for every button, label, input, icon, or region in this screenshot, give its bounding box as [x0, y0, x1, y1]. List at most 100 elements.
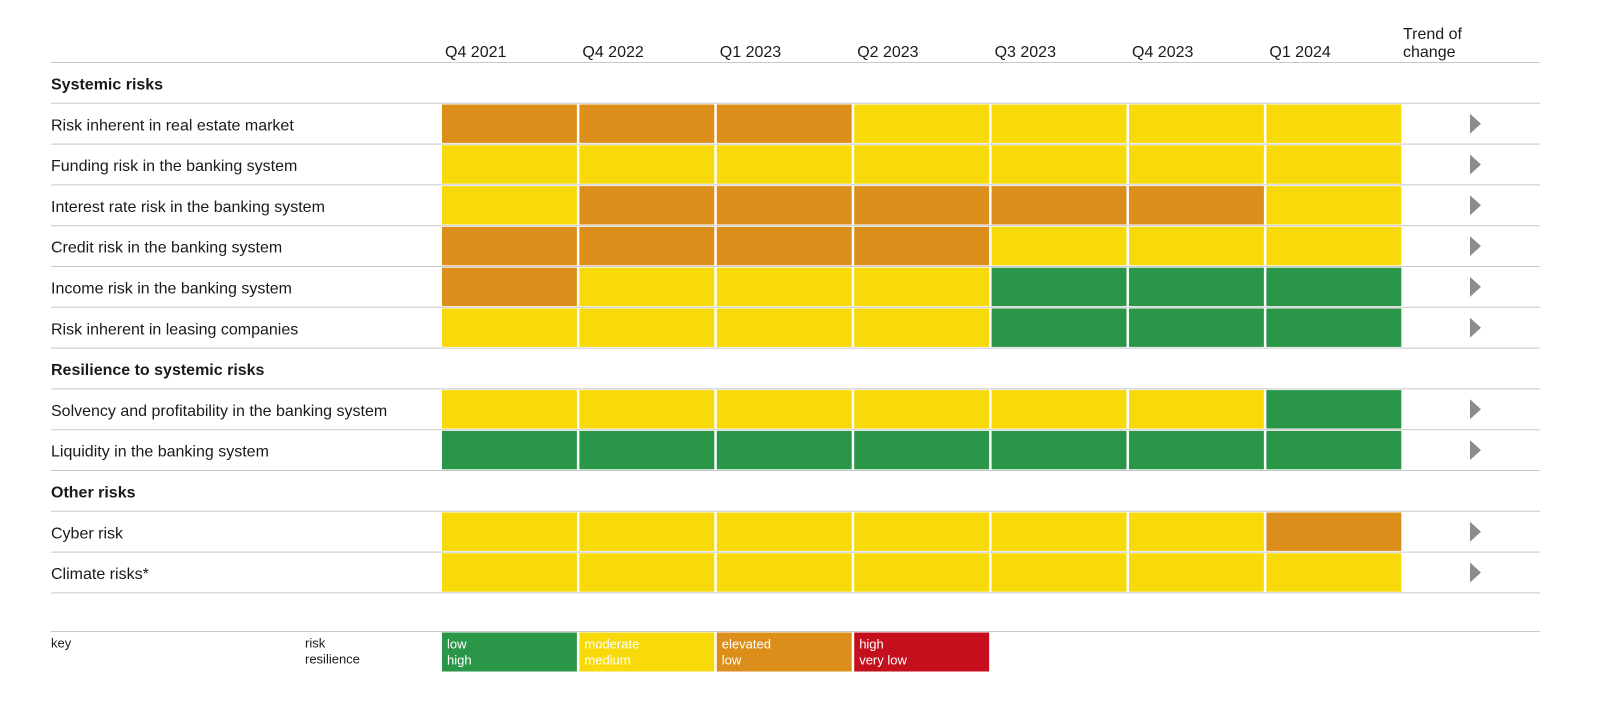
- heatmap-cell-low: [442, 430, 577, 470]
- heatmap-cell-low: [991, 308, 1127, 347]
- heatmap-cell-elevated: [442, 267, 577, 307]
- heatmap-cell-moderate: [716, 308, 852, 347]
- key-resilience-label: medium: [584, 653, 630, 668]
- key-risk-label: moderate: [584, 637, 639, 652]
- key-resilience-label: low: [722, 653, 742, 668]
- heatmap-cell-elevated: [1129, 186, 1264, 225]
- row-label: Income risk in the banking system: [51, 281, 292, 298]
- heatmap-cell-moderate: [991, 512, 1127, 551]
- heatmap-cell-moderate: [991, 104, 1127, 143]
- key-row-name-risk: risk: [305, 636, 326, 651]
- heatmap-cell-moderate: [854, 553, 990, 592]
- heatmap-cell-low: [579, 430, 715, 470]
- heatmap-cell-moderate: [1266, 145, 1402, 184]
- column-header: Q4 2023: [1132, 44, 1193, 61]
- row-label: Solvency and profitability in the bankin…: [51, 403, 387, 420]
- heatmap-cell-low: [1129, 430, 1264, 470]
- key-swatch-elevated: [716, 632, 852, 672]
- heatmap-cell-moderate: [579, 390, 715, 429]
- row-label: Interest rate risk in the banking system: [51, 199, 325, 216]
- heatmap-cell-moderate: [716, 145, 852, 184]
- key-swatch-high: [854, 632, 990, 672]
- heatmap-cell-moderate: [854, 145, 990, 184]
- heatmap-cell-moderate: [716, 553, 852, 592]
- heatmap-cell-moderate: [442, 145, 577, 184]
- column-header: Q2 2023: [857, 44, 918, 61]
- heatmap-cell-moderate: [442, 553, 577, 592]
- column-header: Q1 2023: [720, 44, 781, 61]
- row-label: Liquidity in the banking system: [51, 444, 269, 461]
- heatmap-cell-moderate: [1129, 226, 1264, 266]
- heatmap-cell-moderate: [442, 308, 577, 347]
- trend-right-icon: [1470, 276, 1481, 297]
- heatmap-cell-moderate: [1129, 104, 1264, 143]
- heatmap-cell-elevated: [991, 186, 1127, 225]
- column-header: Q3 2023: [995, 44, 1056, 61]
- heatmap-cell-low: [1266, 430, 1402, 470]
- key-swatch-low: [442, 632, 577, 672]
- heatmap-cell-moderate: [579, 267, 715, 307]
- heatmap-cell-moderate: [579, 553, 715, 592]
- heatmap-cell-low: [716, 430, 852, 470]
- column-header: Q1 2024: [1269, 44, 1330, 61]
- heatmap-cell-elevated: [1266, 512, 1402, 551]
- trend-right-icon: [1470, 154, 1481, 175]
- row-label: Climate risks*: [51, 566, 149, 583]
- heatmap-cell-low: [1266, 308, 1402, 347]
- heatmap-cell-elevated: [854, 186, 990, 225]
- heatmap-cell-moderate: [991, 226, 1127, 266]
- row-label: Funding risk in the banking system: [51, 158, 297, 175]
- heatmap-cell-moderate: [991, 553, 1127, 592]
- heatmap-cell-low: [1266, 390, 1402, 429]
- trend-right-icon: [1470, 195, 1481, 216]
- heatmap-cell-low: [1129, 267, 1264, 307]
- trend-right-icon: [1470, 521, 1481, 542]
- heatmap-cell-moderate: [716, 512, 852, 551]
- heatmap-cell-moderate: [854, 390, 990, 429]
- heatmap-cell-moderate: [579, 308, 715, 347]
- heatmap-cell-moderate: [854, 104, 990, 143]
- heatmap-cell-moderate: [854, 308, 990, 347]
- heatmap-cell-moderate: [442, 390, 577, 429]
- heatmap-cell-elevated: [716, 226, 852, 266]
- section-label: Systemic risks: [51, 77, 163, 94]
- row-label: Credit risk in the banking system: [51, 240, 282, 257]
- heatmap-cell-moderate: [1129, 145, 1264, 184]
- key-title: key: [51, 636, 72, 651]
- heatmap-cell-low: [854, 430, 990, 470]
- key-resilience-label: high: [447, 653, 472, 668]
- heatmap-cell-moderate: [991, 145, 1127, 184]
- section-label: Other risks: [51, 485, 136, 502]
- key-risk-label: high: [859, 637, 884, 652]
- heatmap-cell-moderate: [854, 512, 990, 551]
- section-label: Resilience to systemic risks: [51, 362, 265, 379]
- key-swatch-moderate: [579, 632, 715, 672]
- heatmap-cell-moderate: [716, 267, 852, 307]
- trend-header-line-1: Trend of: [1403, 26, 1463, 43]
- row-label: Risk inherent in leasing companies: [51, 321, 298, 338]
- trend-right-icon: [1470, 236, 1481, 257]
- heatmap-cell-elevated: [579, 226, 715, 266]
- heatmap-cell-elevated: [854, 226, 990, 266]
- row-label: Cyber risk: [51, 525, 124, 542]
- heatmap-cell-moderate: [1266, 553, 1402, 592]
- heatmap-cell-elevated: [579, 104, 715, 143]
- heatmap-cell-moderate: [579, 145, 715, 184]
- key-resilience-label: very low: [859, 653, 907, 668]
- heatmap-cell-moderate: [1266, 226, 1402, 266]
- heatmap-cell-moderate: [854, 267, 990, 307]
- trend-right-icon: [1470, 317, 1481, 338]
- heatmap-cell-moderate: [1266, 186, 1402, 225]
- trend-header-line-2: change: [1403, 44, 1456, 61]
- key-risk-label: elevated: [722, 637, 771, 652]
- heatmap-cell-elevated: [442, 104, 577, 143]
- column-header: Q4 2022: [582, 44, 643, 61]
- heatmap-cell-moderate: [1266, 104, 1402, 143]
- column-header: Q4 2021: [445, 44, 506, 61]
- trend-right-icon: [1470, 440, 1481, 461]
- heatmap-cell-low: [1266, 267, 1402, 307]
- heatmap-cell-elevated: [716, 104, 852, 143]
- heatmap-cell-low: [991, 430, 1127, 470]
- row-label: Risk inherent in real estate market: [51, 117, 294, 134]
